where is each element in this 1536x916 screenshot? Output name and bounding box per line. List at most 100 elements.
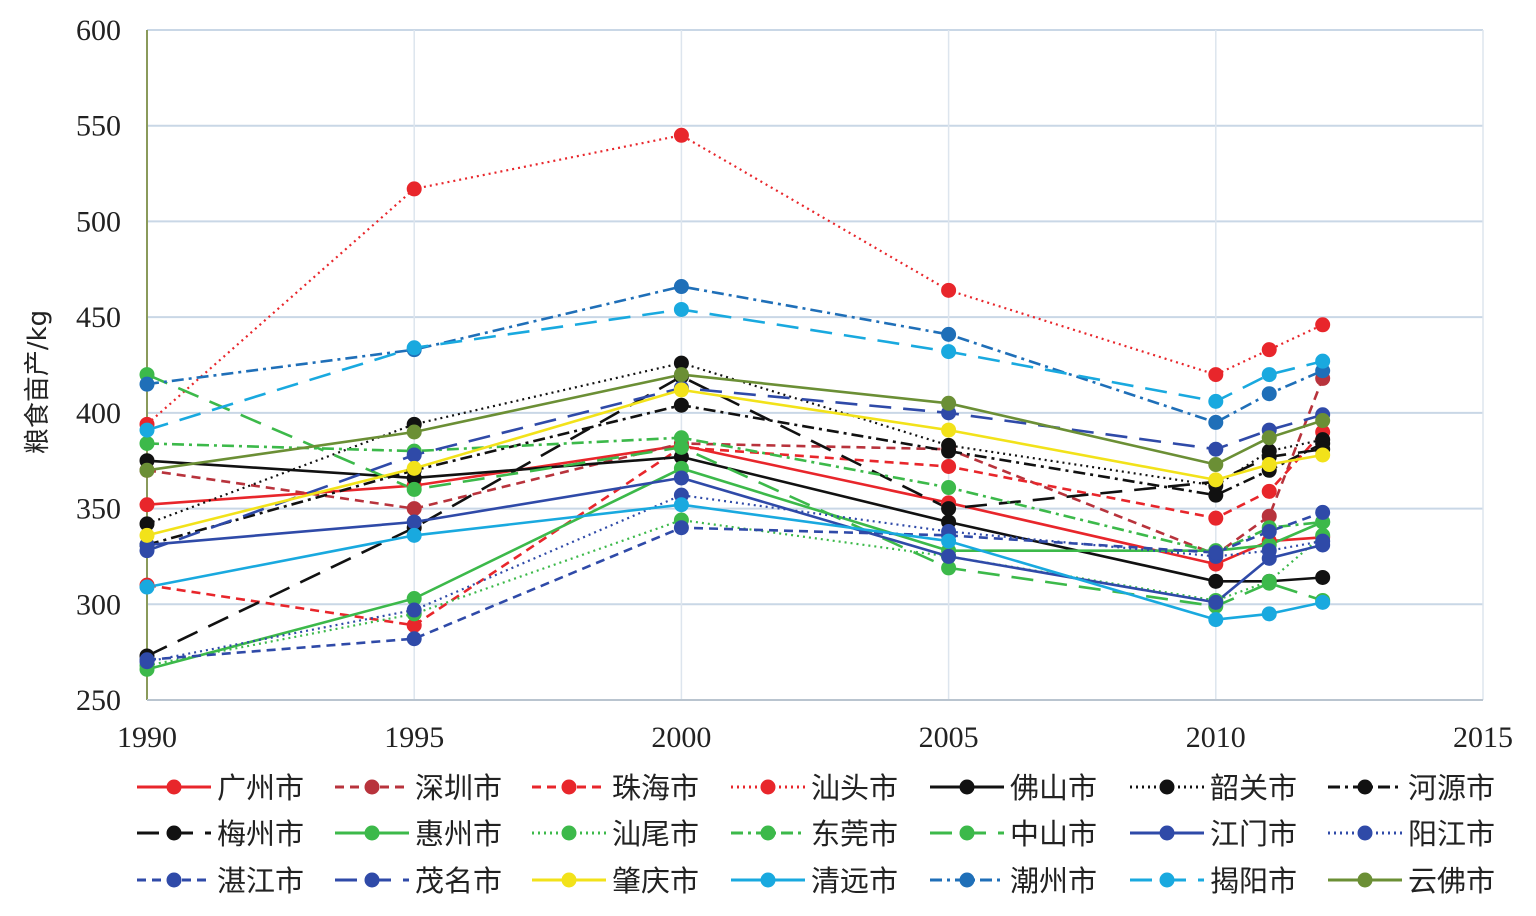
data-point [406,340,422,356]
legend-marker [364,779,380,795]
data-point [406,527,422,543]
data-point [139,543,155,559]
data-point [139,652,155,668]
x-tick-label: 1995 [384,721,444,754]
axes: 250 300 350 400 450 500 550 600 1990 1995 2000 2005… [76,14,1513,754]
data-point [673,397,689,413]
series-line [146,518,1324,667]
data-point [139,376,155,392]
data-point [406,591,422,607]
y-tick-label: 400 [76,397,121,430]
y-tick-label: 500 [76,205,121,238]
legend-label: 东莞市 [811,817,898,851]
data-point [1208,510,1224,526]
legend-label: 江门市 [1210,817,1297,851]
legend-label: 汕尾市 [612,817,699,851]
legend-marker [1357,872,1373,888]
data-point [406,617,422,633]
data-point [1208,472,1224,488]
data-point [406,481,422,497]
legend-label: 广州市 [217,771,304,805]
data-point [941,422,957,438]
data-point [941,344,957,360]
data-point [406,424,422,440]
data-point [941,395,957,411]
x-tick-label: 2005 [919,721,979,754]
legend-marker [760,779,776,795]
legend-label: 汕头市 [811,771,898,805]
data-point [1261,457,1277,473]
legend-label: 珠海市 [612,771,699,805]
data-point [1315,504,1331,520]
data-point [1208,393,1224,409]
series-line [146,375,1323,658]
data-point [1208,612,1224,628]
data-point [139,462,155,478]
data-point [406,602,422,618]
data-point [406,514,422,530]
data-point [1315,533,1331,549]
data-point [1315,594,1331,610]
legend-marker [1357,825,1373,841]
data-point [1315,353,1331,369]
data-point [406,181,422,197]
data-point [673,127,689,143]
data-point [1208,573,1224,589]
data-point [673,497,689,513]
legend-label: 河源市 [1408,771,1495,805]
y-tick-label: 450 [76,301,121,334]
legend-marker [1159,779,1175,795]
y-tick-label: 550 [76,110,121,143]
data-point [941,443,957,459]
data-point [1261,342,1277,358]
legend-marker [561,825,577,841]
data-point [673,470,689,486]
legend-marker [1159,872,1175,888]
legend-marker [166,872,182,888]
data-point [673,301,689,317]
data-point [1208,367,1224,383]
legend-marker [959,825,975,841]
legend-marker [1159,825,1175,841]
data-point [139,579,155,595]
y-tick-label: 250 [76,684,121,717]
data-point [673,367,689,383]
data-point [673,439,689,455]
data-point [1261,543,1277,559]
x-tick-label: 2010 [1186,721,1246,754]
data-point [941,480,957,496]
x-tick-label: 2000 [651,721,711,754]
legend-marker [959,872,975,888]
legend-label: 肇庆市 [612,864,699,898]
data-point [139,527,155,543]
data-point [673,382,689,398]
data-point [1261,524,1277,540]
data-point [941,501,957,517]
series-line [146,388,1323,537]
data-point [1208,414,1224,430]
data-point [1208,487,1224,503]
data-point [1261,483,1277,499]
legend-marker [364,825,380,841]
data-point [139,497,155,513]
series-line [146,503,1323,621]
data-point [941,548,957,564]
data-point [673,355,689,371]
data-point [406,631,422,647]
data-point [1315,413,1331,429]
data-point [139,516,155,532]
data-point [1208,457,1224,473]
data-point [941,282,957,298]
data-point [1261,606,1277,622]
series-line [146,467,1324,671]
legend-marker [760,872,776,888]
data-point [1261,367,1277,383]
series-lines [146,134,1324,671]
legend-label: 潮州市 [1010,864,1097,898]
legend-marker [166,825,182,841]
data-point [1208,545,1224,561]
y-tick-label: 350 [76,493,121,526]
legend-label: 韶关市 [1210,771,1297,805]
data-point [673,279,689,295]
